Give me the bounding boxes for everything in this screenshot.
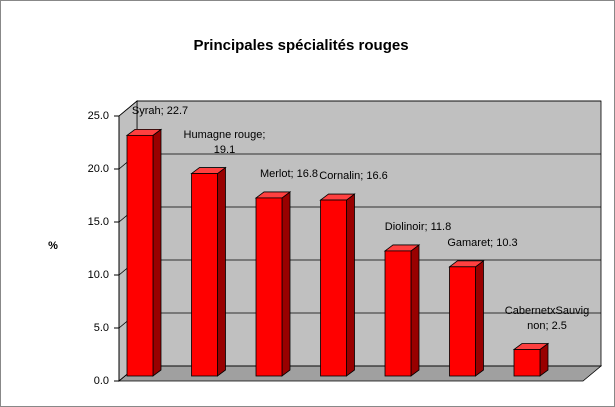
grid-line-side [118, 100, 138, 117]
bar [126, 134, 154, 377]
y-tick-label: 25.0 [88, 110, 109, 122]
data-label: Gamaret; 10.3 [447, 236, 518, 249]
data-label: Syrah; 22.7 [131, 105, 189, 118]
bar-side [281, 191, 291, 377]
bar [384, 250, 412, 377]
bar-side [217, 166, 226, 377]
data-label: Cornalin; 16.6 [319, 170, 388, 183]
bar [320, 199, 347, 377]
bar [513, 349, 541, 377]
y-tick-label: 0.0 [94, 375, 109, 387]
y-tick-label: 15.0 [88, 216, 109, 228]
data-label: Diolinoir; 11.8 [384, 220, 452, 233]
y-tick-label: 5.0 [94, 322, 109, 334]
y-axis-label: % [48, 240, 58, 252]
data-label: Merlot; 16.8 [259, 167, 319, 180]
y-tick-label: 10.0 [88, 269, 109, 281]
bar-side [152, 128, 162, 377]
bar-side [346, 193, 355, 377]
bar-side [475, 260, 484, 377]
bar-side [410, 244, 420, 377]
data-label: Humagne rouge; 19.1 [183, 128, 266, 156]
chart-title: Principales spécialités rouges [193, 37, 408, 54]
bar [191, 173, 218, 377]
bar [255, 197, 283, 377]
bar [449, 266, 476, 377]
data-label: CabernetxSauvignon; 2.5 [504, 304, 590, 332]
y-tick-label: 20.0 [88, 163, 109, 175]
